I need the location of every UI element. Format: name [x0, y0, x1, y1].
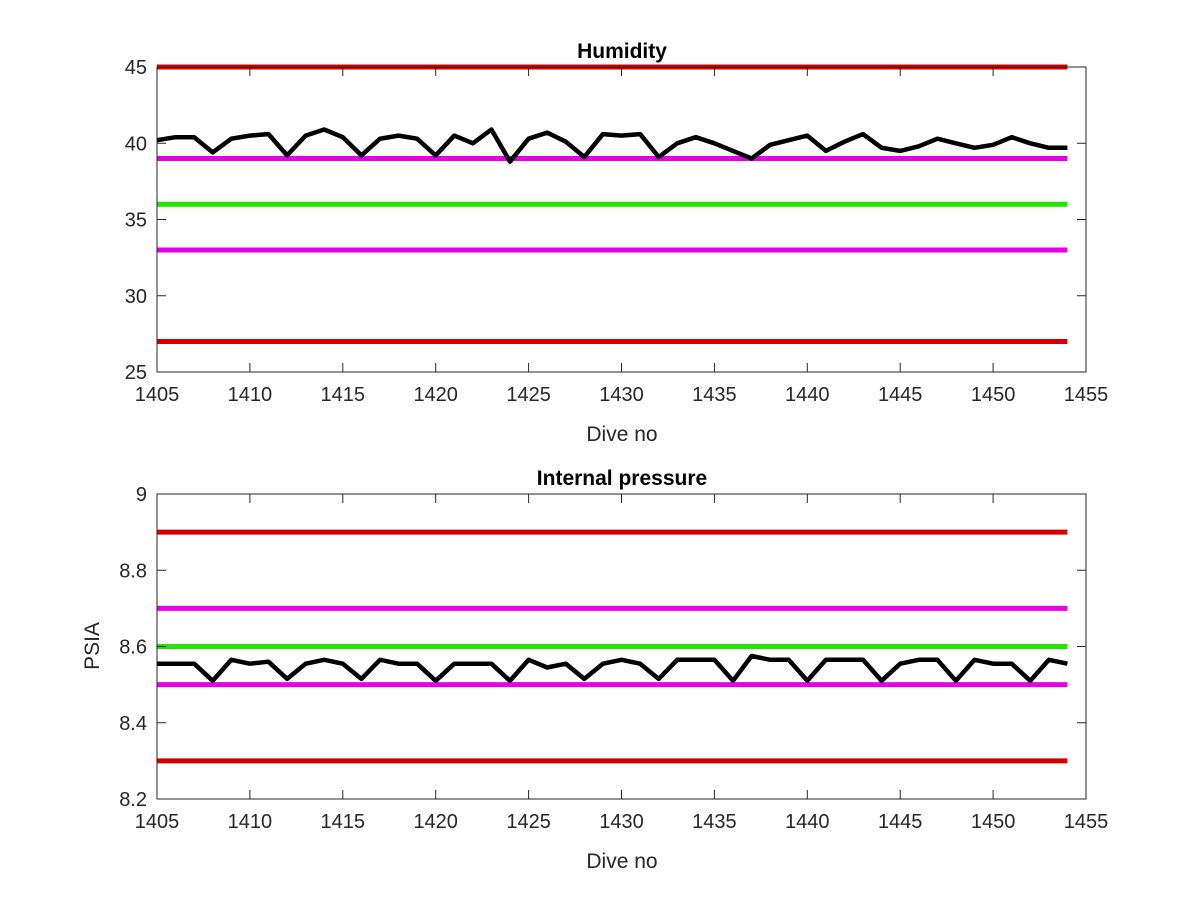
internal-pressure-x-tick-label: 1455 [1064, 811, 1109, 833]
internal-pressure-series-line-0 [157, 653, 1068, 684]
internal-pressure-x-tick-label: 1450 [971, 811, 1016, 833]
humidity-x-tick-label: 1445 [878, 384, 923, 406]
internal-pressure-y-tick-labels: 8.2 8.4 8.6 8.8 9 [119, 484, 147, 811]
humidity-y-tick-label: 30 [125, 286, 147, 308]
internal-pressure-x-tick-label: 1415 [321, 811, 366, 833]
internal-pressure-x-tick-label: 1435 [692, 811, 737, 833]
humidity-series [156, 127, 1068, 164]
internal-pressure-y-tick-label: 8.6 [119, 637, 147, 659]
humidity-y-tick-labels: 25 30 35 40 45 [125, 57, 147, 384]
internal-pressure-x-tick-label: 1405 [135, 811, 180, 833]
humidity-y-tick-label: 45 [125, 57, 147, 79]
internal-pressure-title: Internal pressure [537, 467, 707, 490]
humidity-x-tick-label: 1430 [599, 384, 644, 406]
internal-pressure-y-axis-label: PSIA [81, 622, 104, 670]
humidity-x-tick-label: 1415 [321, 384, 366, 406]
internal-pressure-y-tick-label: 9 [136, 484, 147, 506]
humidity-x-tick-labels: 1405 1410 1415 1420 1425 1430 1435 1440 1445 1450… [135, 384, 1109, 406]
internal-pressure-x-tick-labels: 1405 1410 1415 1420 1425 1430 1435 1440 1445 1450… [135, 811, 1109, 833]
humidity-x-tick-label: 1435 [692, 384, 737, 406]
internal-pressure-x-tick-label: 1410 [228, 811, 273, 833]
internal-pressure-y-tick-label: 8.2 [119, 789, 147, 811]
humidity-x-tick-label: 1420 [413, 384, 458, 406]
internal-pressure-x-tick-label: 1425 [506, 811, 551, 833]
internal-pressure-x-tick-label: 1440 [785, 811, 830, 833]
humidity-y-tick-label: 40 [125, 133, 147, 155]
humidity-x-tick-label: 1455 [1064, 384, 1109, 406]
humidity-y-tick-label: 35 [125, 210, 147, 232]
humidity-x-tick-label: 1440 [785, 384, 830, 406]
internal-pressure-x-axis-label: Dive no [586, 850, 657, 873]
humidity-y-tick-label: 25 [125, 362, 147, 384]
internal-pressure-x-tick-label: 1420 [413, 811, 458, 833]
humidity-x-tick-label: 1425 [506, 384, 551, 406]
internal-pressure-x-tick-label: 1430 [599, 811, 644, 833]
humidity-x-tick-label: 1405 [135, 384, 180, 406]
humidity-ticks [156, 66, 1087, 373]
internal-pressure-reference-lines [157, 529, 1068, 764]
internal-pressure-y-tick-label: 8.8 [119, 560, 147, 582]
internal-pressure-ticks [156, 493, 1087, 800]
humidity-panel: Humidity 1405 1410 1415 1420 1425 1430 1435 144… [125, 40, 1109, 446]
internal-pressure-panel: Internal pressure 1405 1410 1415 1420 1425 14… [81, 467, 1108, 873]
humidity-title: Humidity [577, 40, 667, 63]
internal-pressure-y-tick-label: 8.4 [119, 713, 147, 735]
humidity-x-axis-label: Dive no [586, 423, 657, 446]
humidity-x-tick-label: 1450 [971, 384, 1016, 406]
internal-pressure-series [157, 653, 1068, 684]
internal-pressure-x-tick-label: 1445 [878, 811, 923, 833]
humidity-x-tick-label: 1410 [228, 384, 273, 406]
humidity-series-line-0 [156, 127, 1068, 164]
